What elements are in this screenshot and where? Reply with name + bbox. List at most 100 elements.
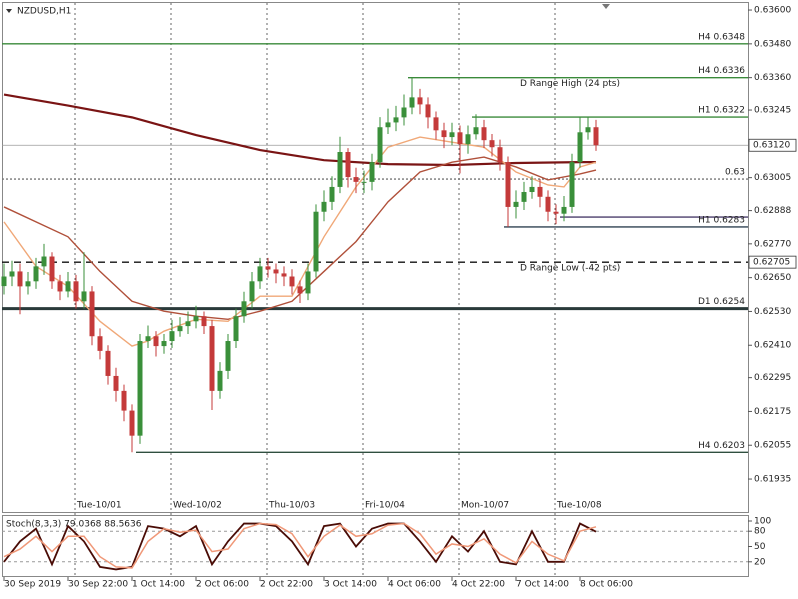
y-tick-label: 50: [754, 542, 766, 552]
price-box: [748, 138, 797, 152]
candle-body: [25, 281, 31, 287]
level-label: H4 0.6203: [698, 441, 745, 451]
candle-body: [217, 370, 223, 391]
candle-body: [361, 181, 367, 183]
candle-body: [49, 256, 55, 282]
candle-body: [241, 301, 247, 317]
candle-body: [17, 271, 23, 287]
y-tick-label: 0.61935: [754, 475, 791, 485]
candle-body: [441, 130, 447, 138]
candle-body: [9, 271, 15, 277]
candle-body: [249, 281, 255, 302]
candle-body: [473, 127, 479, 135]
candle-body: [137, 341, 143, 436]
candle-body: [281, 273, 287, 277]
candle-body: [545, 196, 551, 212]
x-tick-label: 8 Oct 06:00: [580, 580, 633, 590]
candle-body: [257, 266, 263, 282]
candle-body: [521, 192, 527, 202]
day-label: Tue-10/08: [556, 501, 602, 511]
y-tick-label: 20: [754, 557, 766, 567]
day-label: Tue-10/01: [76, 501, 122, 511]
y-tick-label: 0.62295: [754, 373, 791, 383]
y-tick-label: 0.62650: [754, 273, 791, 283]
day-label: Thu-10/03: [268, 501, 315, 511]
chart-title: NZDUSD,H1: [17, 7, 71, 17]
candle-body: [505, 162, 511, 207]
x-tick-label: 2 Oct 06:00: [196, 580, 249, 590]
candle-body: [209, 326, 215, 391]
level-label: H1 0.6322: [698, 106, 745, 116]
candle-body: [265, 266, 271, 270]
stoch-line: [3, 522, 597, 569]
candle-body: [481, 127, 487, 141]
candle-body: [353, 177, 359, 182]
y-tick-label: 0.62530: [754, 307, 791, 317]
candle-body: [121, 390, 127, 411]
y-tick-label: 0.63480: [754, 39, 791, 49]
candle-body: [97, 336, 103, 351]
candle-body: [201, 316, 207, 327]
day-label: Fri-10/04: [365, 501, 405, 511]
y-tick-label: 0.63360: [754, 73, 791, 83]
candle-body: [321, 201, 327, 212]
price-box-label: 0.63120: [753, 141, 790, 151]
candle-body: [457, 132, 463, 145]
candle-body: [169, 331, 175, 342]
price-box: [748, 255, 797, 269]
candle-body: [193, 316, 199, 322]
candle-body: [449, 132, 455, 138]
candle-body: [233, 316, 239, 342]
candle-body: [41, 256, 47, 267]
candle-body: [305, 271, 311, 294]
level-label: H1 0.6283: [698, 215, 745, 225]
candle-body: [161, 341, 167, 347]
price-frame: [2, 2, 749, 513]
y-tick-label: 100: [754, 517, 771, 527]
candle-body: [129, 410, 135, 436]
stoch-line: [3, 522, 597, 571]
candle-body: [89, 291, 95, 337]
level-note: D Range Low (-42 pts): [520, 264, 620, 274]
level-note: D Range High (24 pts): [520, 79, 620, 89]
candle-body: [57, 281, 63, 292]
moving-average: [3, 156, 597, 321]
x-tick-label: 2 Oct 22:00: [260, 580, 313, 590]
candle-body: [297, 286, 303, 294]
candle-body: [513, 201, 519, 207]
stoch-title: Stoch(8,3,3) 79.0368 88.5636: [6, 520, 142, 530]
candle-body: [33, 266, 39, 282]
x-tick-label: 3 Oct 14:00: [324, 580, 377, 590]
candle-body: [313, 211, 319, 272]
y-tick-label: 0.62410: [754, 341, 791, 351]
level-label: 0.63: [725, 168, 745, 178]
candle-body: [553, 211, 559, 214]
y-tick-label: 0.62175: [754, 407, 791, 417]
shift-marker: [602, 4, 610, 9]
y-tick-label: 0.62888: [754, 206, 791, 216]
candle-body: [73, 281, 79, 302]
candle-body: [369, 162, 375, 182]
candle-body: [577, 132, 583, 163]
candle-body: [1, 276, 7, 287]
candle-body: [177, 326, 183, 332]
x-tick-label: 30 Sep 22:00: [68, 580, 128, 590]
y-tick-label: 0.63005: [754, 173, 791, 183]
candle-body: [585, 127, 591, 133]
x-tick-label: 7 Oct 14:00: [516, 580, 569, 590]
y-tick-label: 0.63245: [754, 106, 791, 116]
x-tick-label: 4 Oct 06:00: [388, 580, 441, 590]
level-label: D1 0.6254: [698, 297, 745, 307]
menu-triangle: [6, 9, 12, 13]
candle-body: [465, 134, 471, 145]
candle-body: [145, 336, 151, 342]
candle-body: [393, 117, 399, 123]
candle-body: [153, 336, 159, 347]
candle-body: [401, 107, 407, 118]
candle-body: [273, 269, 279, 274]
moving-average: [3, 93, 596, 167]
x-tick-label: 1 Oct 14:00: [132, 580, 185, 590]
